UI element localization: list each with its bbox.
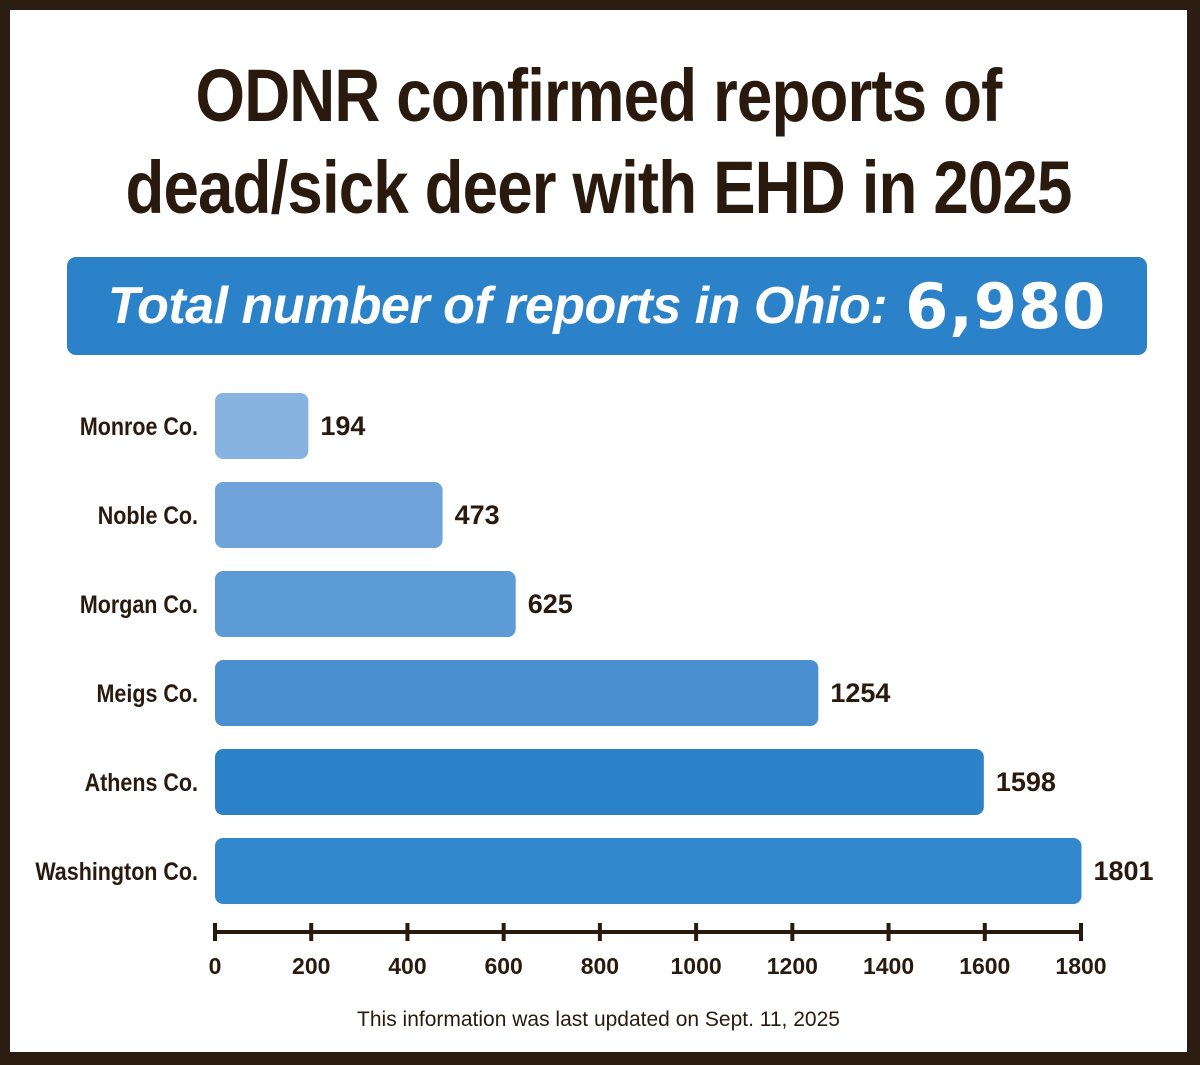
category-label: Washington Co. [35,857,198,885]
bar [215,660,819,726]
x-tick-label: 400 [388,953,426,979]
x-tick-label: 600 [484,953,522,979]
value-label: 1598 [996,767,1056,797]
infographic-frame: ODNR confirmed reports of dead/sick deer… [10,10,1187,1052]
x-tick-label: 1000 [671,953,722,979]
title-line-2: dead/sick deer with EHD in 2025 [125,146,1072,229]
title-line-1: ODNR confirmed reports of [195,54,1003,137]
x-tick-label: 1400 [863,953,914,979]
x-tick-label: 800 [581,953,619,979]
category-label: Noble Co. [98,501,198,529]
category-label: Morgan Co. [80,590,198,618]
value-label: 194 [320,411,365,441]
total-reports-banner: Total number of reports in Ohio: 6,980 [67,257,1147,355]
x-tick-label: 1200 [767,953,818,979]
category-label: Monroe Co. [80,412,198,440]
category-label: Meigs Co. [97,679,198,707]
x-tick-label: 1800 [1055,953,1106,979]
value-label: 1254 [830,678,890,708]
bar [215,838,1082,904]
bar-chart: Monroe Co. 194 Noble Co. 473 Morgan Co. 625 Me… [35,393,1154,979]
category-label: Athens Co. [85,768,198,796]
bar [215,482,443,548]
x-tick-label: 200 [292,953,330,979]
update-footnote: This information was last updated on Sep… [357,1008,840,1031]
value-label: 473 [455,500,500,530]
total-reports-value: 6,980 [905,269,1107,343]
x-tick-label: 1600 [959,953,1010,979]
x-tick-label: 0 [209,953,222,979]
bar [215,393,309,459]
chart-title: ODNR confirmed reports of dead/sick deer… [92,50,1104,234]
bar [215,571,516,637]
bar [215,749,984,815]
value-label: 625 [528,589,573,619]
value-label: 1801 [1093,856,1153,886]
total-reports-label: Total number of reports in Ohio: [107,277,888,335]
